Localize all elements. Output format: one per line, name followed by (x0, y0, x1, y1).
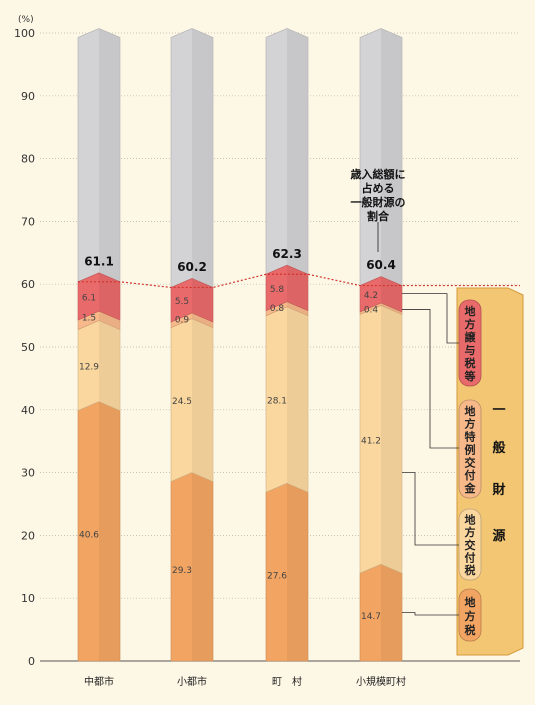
bar-3-total: 60.4 (366, 258, 396, 272)
bar-1-remainder-shade (192, 28, 213, 288)
bar-0-label-0: 40.6 (79, 531, 99, 541)
y-tick-100: 100 (14, 27, 35, 40)
bar-0-total: 61.1 (84, 254, 114, 268)
bar-2-label-2: 0.8 (270, 304, 285, 314)
bar-2-label-3: 5.8 (270, 285, 285, 295)
bar-0-seg-2-shade (99, 311, 120, 330)
bar-3-seg-1-shade (381, 305, 402, 574)
bar-0-label-2: 1.5 (82, 314, 96, 324)
legend-pill-1 (458, 508, 482, 581)
bar-0-seg-0-shade (99, 401, 120, 661)
category-label-1: 小都市 (177, 675, 207, 688)
annotation-line-3: 割合 (367, 209, 390, 223)
bar-1-seg-1-shade (192, 318, 213, 482)
y-tick-80: 80 (21, 153, 35, 166)
bar-2-label-1: 28.1 (267, 396, 287, 406)
y-tick-0: 0 (28, 655, 35, 668)
legend-leader-3 (402, 612, 459, 616)
bar-1-total: 60.2 (177, 260, 207, 274)
legend-pill-2 (458, 399, 482, 499)
bar-1-seg-0-shade (192, 472, 213, 661)
bar-3: 14.7 41.2 0.4 4.2 60.4 (359, 28, 403, 662)
bar-2-label-0: 27.6 (267, 571, 287, 581)
y-tick-40: 40 (21, 404, 35, 417)
bar-3-seg-2-shade (381, 302, 402, 315)
legend-leader-1 (402, 309, 459, 449)
annotation-line-1: 占める (362, 181, 395, 195)
bar-2: 27.6 28.1 0.8 5.8 62.3 (265, 28, 309, 662)
bar-3-label-2: 0.4 (364, 305, 379, 315)
stacked-bars: 40.6 12.9 1.5 6.1 61.1 29.3 24.5 0.9 5.5 60.2 27.6… (77, 28, 403, 662)
bar-0-remainder-shade (99, 28, 120, 282)
bar-0-seg-3-shade (99, 272, 120, 321)
bar-0-seg-1-shade (99, 320, 120, 411)
y-tick-50: 50 (21, 341, 35, 354)
bar-0-label-3: 6.1 (82, 293, 96, 303)
bar-3-label-0: 14.7 (361, 612, 381, 622)
bar-1-seg-2-shade (192, 312, 213, 328)
group-label-char-0: 一 (492, 403, 505, 418)
y-tick-70: 70 (21, 215, 35, 228)
bar-2-seg-1-shade (287, 306, 308, 493)
bar-1: 29.3 24.5 0.9 5.5 60.2 (170, 28, 214, 662)
bar-3-label-1: 41.2 (361, 436, 381, 446)
y-tick-90: 90 (21, 90, 35, 103)
bar-2-seg-2-shade (287, 301, 308, 316)
category-label-0: 中都市 (84, 675, 114, 688)
bar-0: 40.6 12.9 1.5 6.1 61.1 (77, 28, 121, 662)
bar-2-total: 62.3 (272, 247, 302, 261)
legend-label-0: 地方税 (465, 595, 476, 637)
bar-1-label-0: 29.3 (172, 566, 192, 576)
legend-leader-0 (402, 293, 459, 344)
legend-label-1: 地方交付税 (465, 513, 476, 577)
bar-3-seg-0-shade (381, 564, 402, 661)
bar-1-label-2: 0.9 (175, 315, 190, 325)
bar-2-seg-0-shade (287, 483, 308, 661)
annotation-line-2: 一般財源の (351, 195, 406, 209)
y-axis-ticks: 0 10 20 30 40 50 60 70 80 90 100 (14, 27, 35, 668)
y-tick-60: 60 (21, 278, 35, 291)
bar-2-seg-3-shade (287, 265, 308, 311)
bar-1-label-1: 24.5 (172, 397, 192, 407)
bar-1-seg-3-shade (192, 278, 213, 322)
group-label-char-3: 源 (492, 528, 505, 544)
bar-2-remainder-shade (287, 28, 308, 275)
legend-leader-2 (402, 472, 459, 546)
bar-0-label-1: 12.9 (79, 363, 99, 373)
legend-label-2: 地方特例交付金 (464, 404, 477, 495)
legend-label-3: 地方譲与税等 (464, 304, 477, 383)
total-trend-line (78, 273, 520, 289)
group-label-char-1: 般 (492, 440, 505, 456)
bar-3-remainder-shade (381, 28, 402, 286)
group-label-char-2: 財 (491, 482, 505, 498)
y-tick-10: 10 (21, 592, 35, 605)
bar-3-label-3: 4.2 (364, 291, 378, 301)
category-label-3: 小規模町村 (356, 675, 406, 688)
y-tick-20: 20 (21, 529, 35, 542)
y-tick-30: 30 (21, 467, 35, 480)
category-labels: 中都市 小都市 町 村 小規模町村 (84, 675, 406, 688)
bar-1-label-3: 5.5 (175, 297, 189, 307)
category-label-2: 町 村 (272, 675, 302, 688)
annotation-line-0: 歳入総額に (351, 167, 406, 181)
y-unit-label: (%) (18, 15, 34, 25)
